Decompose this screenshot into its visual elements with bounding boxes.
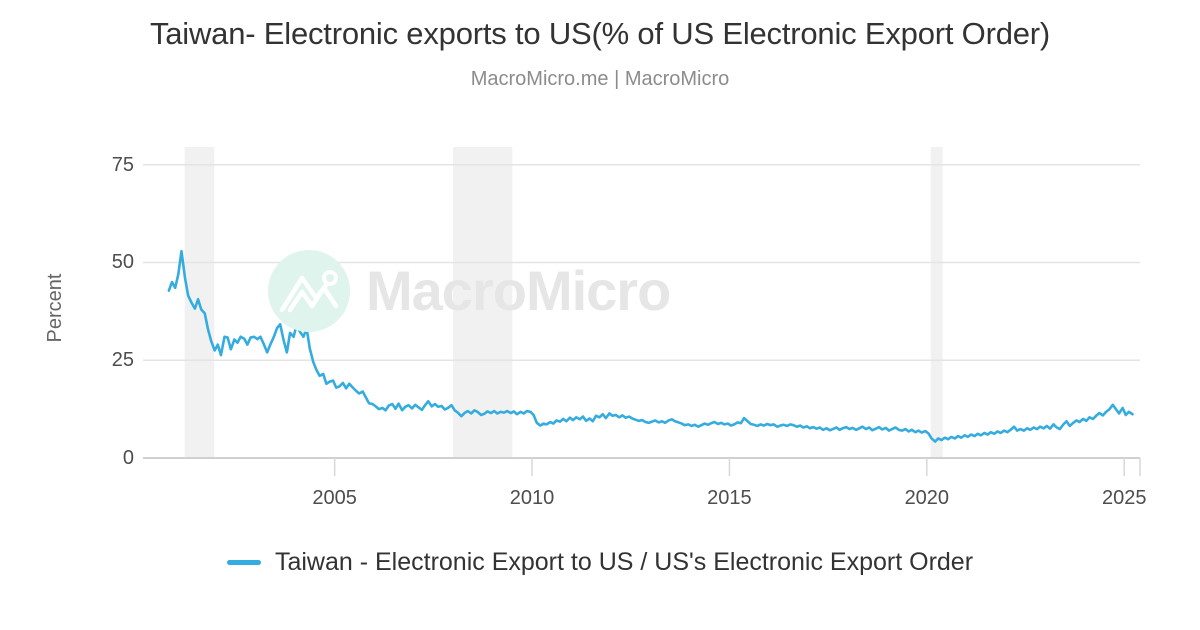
data-series-line[interactable] [167, 249, 1134, 443]
recession-band [930, 147, 943, 458]
y-axis-ticks: 0 25 50 75 [82, 0, 134, 630]
legend-item-label[interactable]: Taiwan - Electronic Export to US / US's … [274, 548, 974, 576]
recession-band [453, 147, 513, 458]
y-axis-title: Percent [44, 273, 66, 343]
x-tick-label: 2010 [509, 487, 555, 509]
chart-header: Taiwan- Electronic exports to US(% of US… [0, 14, 1200, 92]
x-tick-label: 2025 [1101, 487, 1147, 509]
chart-subtitle: MacroMicro.me | MacroMicro [470, 68, 730, 90]
y-tick-label: 75 [111, 153, 134, 176]
y-tick-label: 50 [111, 251, 134, 274]
chart-legend: Taiwan - Electronic Export to US / US's … [0, 548, 1200, 577]
y-tick-label: 0 [122, 447, 134, 469]
x-tick-label: 2005 [312, 487, 357, 509]
x-tick-label: 2015 [707, 487, 752, 509]
x-tick-label: 2020 [904, 487, 950, 509]
y-tick-label: 25 [111, 349, 134, 372]
page-title: Taiwan- Electronic exports to US(% of US… [149, 16, 1051, 51]
legend-swatch-icon [226, 560, 261, 565]
